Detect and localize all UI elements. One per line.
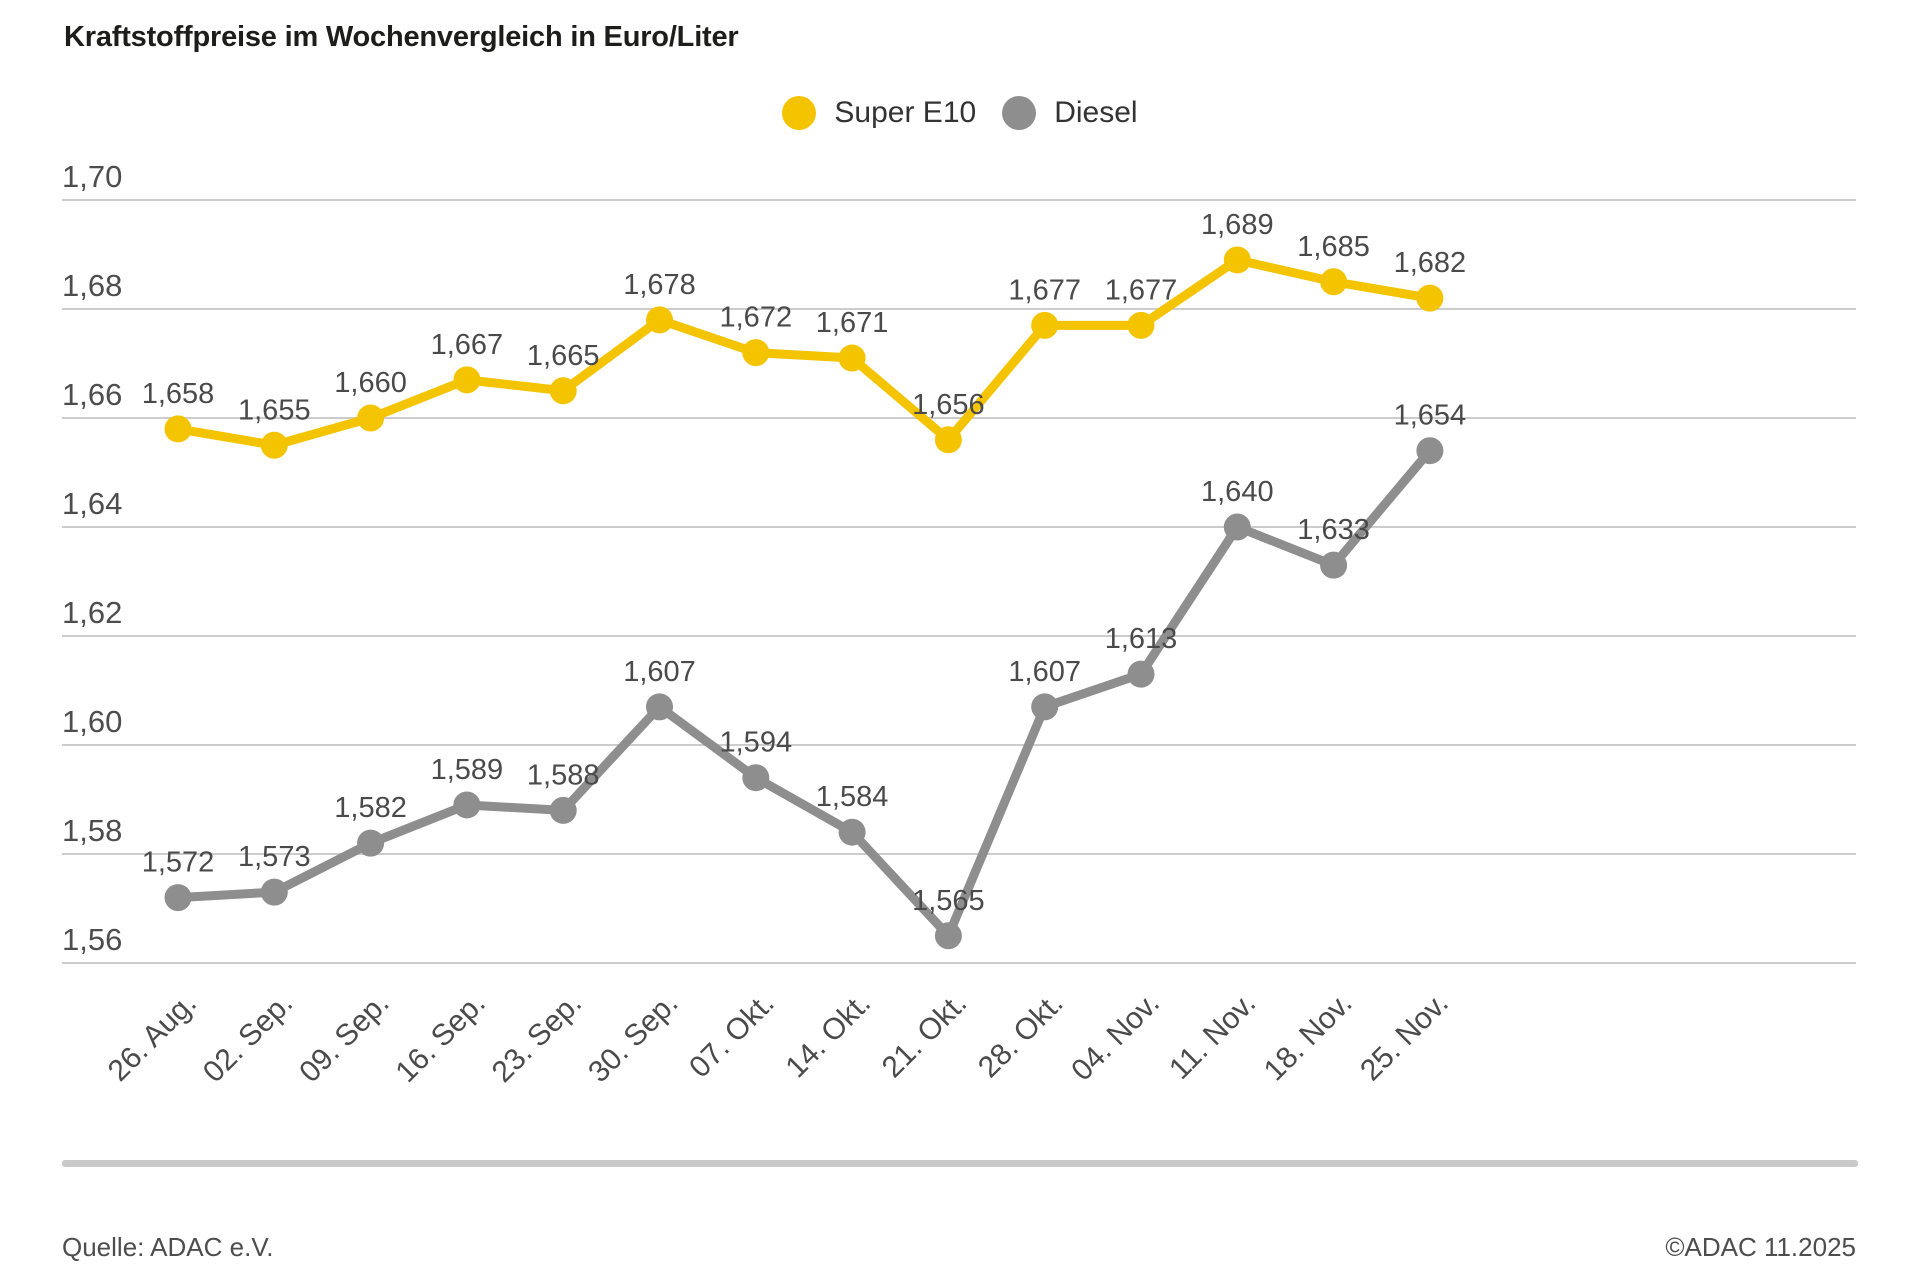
data-label: 1,582 [334,792,407,824]
data-label: 1,572 [142,847,215,879]
x-tick-label: 23. Sep. [486,987,588,1089]
data-label: 1,672 [720,302,793,334]
data-point [1127,311,1155,339]
x-tick-label: 28. Okt. [972,987,1070,1085]
series-line-diesel [173,446,1435,941]
x-tick-label: 26. Aug. [102,987,203,1088]
data-label: 1,671 [816,307,889,339]
data-point [357,404,385,432]
data-label: 1,584 [816,781,889,813]
data-point [1320,268,1348,296]
data-label: 1,660 [334,367,407,399]
data-label: 1,607 [1008,656,1081,688]
legend-label-super-e10: Super E10 [834,96,977,129]
page-title: Kraftstoffpreise im Wochenvergleich in E… [64,21,739,54]
data-label: 1,654 [1394,400,1467,432]
data-point [549,796,577,824]
data-point [164,415,192,443]
data-point [164,884,192,912]
data-point [260,431,288,459]
data-label: 1,573 [238,841,311,873]
data-label: 1,677 [1008,274,1081,306]
data-point [1223,513,1251,541]
data-point [1127,660,1155,688]
data-point [1031,311,1059,339]
data-label: 1,677 [1105,274,1178,306]
legend-item-diesel: Diesel [1002,96,1138,130]
x-tick-label: 21. Okt. [876,987,974,1085]
data-point [742,764,770,792]
data-label: 1,665 [527,340,600,372]
legend-label-diesel: Diesel [1054,96,1138,129]
data-label: 1,667 [431,329,504,361]
data-point [549,377,577,405]
data-point [838,344,866,372]
y-tick-label: 1,58 [62,813,122,848]
data-label: 1,689 [1201,209,1274,241]
data-point [1416,437,1444,465]
data-point [357,829,385,857]
data-label: 1,656 [912,389,985,421]
data-label: 1,594 [720,727,793,759]
x-tick-label: 30. Sep. [582,987,684,1089]
x-tick-label: 14. Okt. [779,987,877,1085]
y-tick-label: 1,60 [62,704,122,739]
data-label: 1,589 [431,754,504,786]
legend-dot-diesel-icon [1002,96,1037,130]
y-tick-label: 1,70 [62,159,122,194]
legend-item-super-e10: Super E10 [782,96,976,130]
chart-legend: Super E10 Diesel [0,96,1920,130]
data-point [453,366,481,394]
y-tick-label: 1,64 [62,486,122,521]
x-tick-label: 07. Okt. [683,987,781,1085]
data-label: 1,565 [912,885,985,917]
data-point [1416,284,1444,312]
data-label: 1,678 [623,269,696,301]
data-point [453,791,481,819]
x-tick-label: 09. Sep. [293,987,395,1089]
data-point [646,693,673,721]
y-tick-label: 1,56 [62,922,122,957]
x-tick-label: 18. Nov. [1258,987,1359,1088]
x-tick-label: 02. Sep. [197,987,299,1089]
data-point [646,306,673,334]
data-label: 1,682 [1394,247,1467,279]
x-tick-label: 16. Sep. [389,987,491,1089]
data-point [934,426,962,454]
data-point [742,339,770,367]
data-point [260,878,288,906]
data-label: 1,640 [1201,476,1274,508]
x-tick-label: 04. Nov. [1065,987,1166,1088]
footer-divider [62,1160,1858,1167]
data-label: 1,685 [1297,231,1370,263]
data-label: 1,613 [1105,623,1178,655]
data-point [1320,551,1348,579]
data-label: 1,633 [1297,514,1370,546]
x-tick-label: 11. Nov. [1163,987,1262,1086]
data-label: 1,655 [238,394,311,426]
data-label: 1,588 [527,759,600,791]
copyright-text: ©ADAC 11.2025 [1665,1232,1856,1262]
source-text: Quelle: ADAC e.V. [62,1232,274,1262]
data-point [838,818,866,846]
y-tick-label: 1,62 [62,595,122,630]
series-line-super-e10 [173,255,1435,450]
data-point [1031,693,1059,721]
data-point [1223,246,1251,274]
x-tick-label: 25. Nov. [1354,987,1455,1088]
data-label: 1,658 [142,378,215,410]
y-tick-label: 1,66 [62,377,122,412]
data-label: 1,607 [623,656,696,688]
legend-dot-super-e10-icon [782,96,817,130]
data-point [934,922,962,950]
y-tick-label: 1,68 [62,268,122,303]
